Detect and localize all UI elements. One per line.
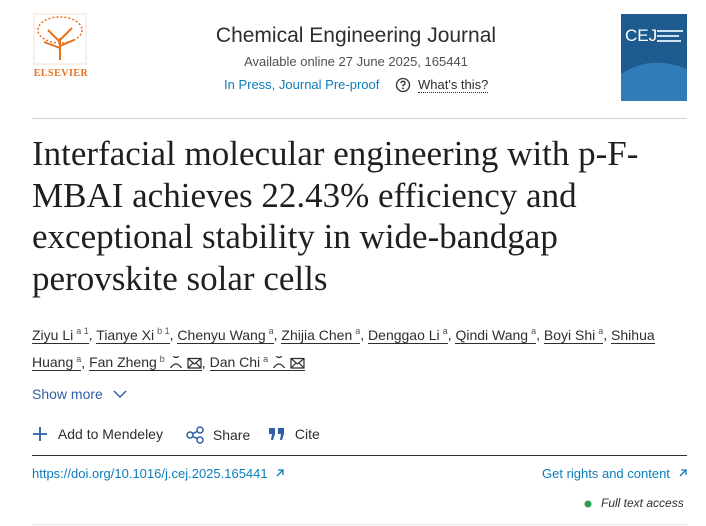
access-status: Full text access	[601, 496, 684, 510]
author[interactable]: Qindi Wang a	[455, 326, 537, 344]
show-more[interactable]: Show more	[32, 386, 127, 402]
author[interactable]: Chenyu Wang a	[177, 326, 274, 344]
author-affiliation: a	[268, 326, 274, 336]
action-label: Share	[212, 427, 251, 443]
action-label: Cite	[294, 426, 320, 442]
logo-tree	[43, 27, 75, 60]
author-affiliation: a	[76, 353, 82, 364]
divider	[32, 118, 687, 119]
article-title: Interfacial molecular engineering with p…	[32, 134, 639, 298]
doi-text: https://doi.org/10.1016/j.cej.2025.16544…	[32, 466, 268, 481]
author-name: Dan Chi	[209, 354, 261, 371]
access-dot	[584, 500, 592, 508]
author[interactable]: Tianye Xi b 1	[96, 326, 170, 344]
cover-label: CEJ	[625, 26, 657, 45]
author[interactable]: Ziyu Li a 1	[32, 326, 89, 344]
external-icon	[679, 469, 687, 477]
author[interactable]: Dan Chi a	[209, 351, 306, 372]
author-affiliation: b 1	[157, 326, 170, 336]
journal-cover[interactable]: CEJ	[621, 14, 687, 101]
author-name: Tianye Xi	[96, 326, 155, 343]
author-name: Chenyu Wang	[177, 326, 266, 343]
rights-text: Get rights and content	[542, 466, 670, 481]
chevron-icon	[113, 390, 127, 399]
show-more-label: Show more	[32, 386, 103, 402]
author-affiliation: a	[598, 326, 604, 336]
person-icon	[273, 351, 286, 369]
action-label: Add to Mendeley	[57, 426, 163, 442]
author[interactable]: Boyi Shi a	[543, 326, 604, 344]
person-shape	[169, 351, 182, 369]
author-name: Denggao Li	[368, 326, 440, 343]
cover-line	[657, 30, 683, 32]
cite-button[interactable]: Cite	[268, 426, 320, 442]
help-dot	[402, 87, 404, 90]
author-name: Zhijia Chen	[281, 326, 353, 343]
publisher-logo[interactable]: ELSEVIER	[30, 12, 92, 82]
share-icon	[186, 426, 204, 444]
author-affiliation: a 1	[76, 326, 89, 336]
author[interactable]: Zhijia Chen a	[281, 326, 361, 344]
logo-crown	[37, 16, 83, 44]
journal-name[interactable]: Chemical Engineering Journal	[215, 24, 497, 47]
cover-line	[657, 35, 679, 37]
cover-line	[657, 40, 681, 42]
author-name: Shihua Huang	[32, 326, 655, 371]
quote-icon	[269, 428, 284, 440]
author[interactable]: Shihua Huang a	[32, 326, 655, 372]
mail-icon	[187, 358, 202, 369]
cover-wave	[621, 62, 687, 101]
author-name: Qindi Wang	[455, 326, 529, 343]
author[interactable]: Denggao Li a	[368, 326, 448, 344]
help-circle	[395, 77, 411, 93]
author[interactable]: Fan Zheng b	[89, 351, 202, 372]
author-list: Ziyu Li a 1, Tianye Xi b 1, Chenyu Wang a, …	[32, 326, 655, 372]
author-affiliation: a	[442, 326, 448, 336]
author-name: Ziyu Li	[32, 326, 74, 343]
person-icon	[169, 351, 182, 369]
share-button[interactable]: Share	[186, 426, 250, 444]
divider	[32, 524, 687, 525]
mail-shape	[290, 358, 305, 369]
status[interactable]: In Press, Journal Pre-proof	[224, 77, 380, 92]
author-name: Boyi Shi	[543, 326, 596, 343]
help-mark	[400, 80, 406, 87]
mail-shape	[187, 358, 202, 369]
availability: Available online 27 June 2025, 165441	[244, 54, 468, 69]
author-affiliation: b	[159, 353, 165, 364]
rights-link[interactable]: Get rights and content	[542, 466, 688, 481]
help-link[interactable]: What's this?	[418, 77, 489, 93]
doi-link[interactable]: https://doi.org/10.1016/j.cej.2025.16544…	[32, 466, 285, 481]
author-affiliation: a	[531, 326, 537, 336]
mendeley-button[interactable]: Add to Mendeley	[32, 426, 163, 442]
publisher-name: ELSEVIER	[34, 68, 89, 79]
author-affiliation: a	[263, 353, 269, 364]
person-shape	[273, 351, 286, 369]
plus-icon	[33, 427, 47, 441]
external-icon	[276, 469, 284, 477]
divider	[32, 455, 687, 456]
author-name: Fan Zheng	[89, 354, 157, 371]
help-icon[interactable]	[395, 77, 411, 93]
mail-icon	[290, 358, 305, 369]
author-affiliation: a	[355, 326, 361, 336]
